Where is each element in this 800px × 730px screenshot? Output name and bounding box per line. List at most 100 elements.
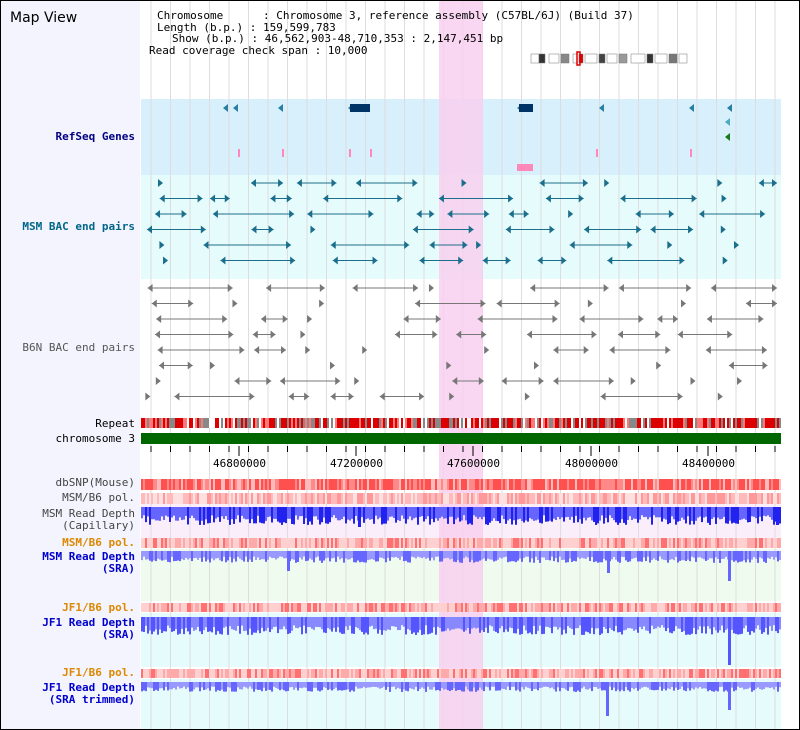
jf1-sra-depth [415,617,417,635]
jf1-sra-depth [149,617,151,631]
msm-sra-depth [643,551,645,558]
repeat-segment [471,418,473,428]
jf1-trim-depth [437,682,439,690]
msm-cap-depth [627,507,629,520]
track-label-jf1-pol-2[interactable]: JF1/B6 pol. [62,666,135,679]
repeat-segment [487,418,489,428]
msm-cap-depth [335,507,337,519]
jf1-pol-cell [205,603,207,612]
track-label-msm-pol-1[interactable]: MSM/B6 pol. [62,491,135,504]
msm-pol-cell [391,493,393,504]
msm-bac-end [429,241,435,249]
msm-sra-depth [463,551,465,559]
jf1-sra-depth [647,617,649,631]
track-label-b6n-bac[interactable]: B6N BAC end pairs [22,341,135,354]
jf1-pol-cell [507,603,509,612]
jf1-pol2-cell [439,669,441,678]
track-label-msm-depth-capillary[interactable]: MSM Read Depth (Capillary) [42,507,135,532]
msm-pol-cell [313,493,315,504]
dbsnp-cell [595,479,597,490]
jf1-trim-depth-spike [606,682,609,716]
msm-cap-depth [575,507,577,516]
msm-sra-depth [347,551,349,560]
dbsnp-cell [221,479,223,490]
jf1-pol2-cell [315,669,317,678]
msm-pol-cell [639,493,641,504]
msm-pol2-cell [467,538,469,548]
msm-cap-depth [339,507,341,521]
jf1-sra-depth [361,617,363,632]
repeat-segment [533,418,535,428]
msm-pol-cell [275,493,277,504]
msm-pol-cell [537,493,539,504]
jf1-pol2-cell [375,669,377,678]
track-label-jf1-depth-trimmed[interactable]: JF1 Read Depth (SRA trimmed) [42,681,135,706]
track-label-refseq[interactable]: RefSeq Genes [55,130,135,143]
jf1-trim-depth [633,682,635,690]
msm-cap-depth [239,507,241,523]
repeat-segment [385,418,387,428]
repeat-segment [469,418,471,428]
msm-cap-depth [755,507,757,519]
msm-pol-cell [203,493,205,504]
msm-sra-depth [331,551,333,559]
jf1-sra-depth [165,617,167,632]
msm-sra-depth [397,551,399,559]
repeat-segment [655,418,657,428]
repeat-segment [765,418,767,428]
jf1-sra-depth [575,617,577,629]
msm-sra-depth [499,551,501,558]
jf1-pol-cell [437,603,439,612]
jf1-trim-depth [149,682,151,688]
track-label-msm-pol-2[interactable]: MSM/B6 pol. [62,536,135,549]
jf1-trim-depth [483,682,485,692]
msm-cap-depth [521,507,523,522]
repeat-segment [759,418,761,428]
repeat-segment [367,418,369,428]
dbsnp-cell [311,479,313,490]
jf1-pol-cell [641,603,643,612]
dbsnp-cell [765,479,767,490]
msm-pol2-cell [693,538,695,548]
track-label-jf1-pol-1[interactable]: JF1/B6 pol. [62,601,135,614]
jf1-sra-depth [627,617,629,629]
track-label-dbsnp[interactable]: dbSNP(Mouse) [55,476,135,489]
msm-pol2-cell [257,538,259,548]
jf1-pol-cell [279,603,281,612]
jf1-sra-depth [677,617,679,629]
jf1-pol-cell [505,603,507,612]
track-label-repeat[interactable]: Repeat [95,417,135,430]
jf1-pol-cell [491,603,493,612]
jf1-trim-depth [173,682,175,688]
track-label-jf1-depth-sra[interactable]: JF1 Read Depth (SRA) [42,616,135,641]
msm-pol2-cell [419,538,421,548]
jf1-pol-cell [531,603,533,612]
jf1-trim-depth [389,682,391,692]
repeat-segment [243,418,245,428]
dbsnp-cell [733,479,735,490]
jf1-pol-cell [453,603,455,612]
msm-pol2-cell [339,538,341,548]
repeat-segment [757,418,759,428]
track-label-chromosome[interactable]: chromosome 3 [55,432,135,445]
msm-cap-depth [345,507,347,524]
msm-sra-depth [739,551,741,562]
msm-pol-cell [625,493,627,504]
msm-sra-depth [215,551,217,559]
track-label-msm-bac[interactable]: MSM BAC end pairs [22,220,135,233]
b6n-bac-end [222,315,228,323]
repeat-segment [387,418,389,428]
jf1-trim-depth [357,682,359,689]
msm-cap-depth [743,507,745,519]
jf1-pol-cell [775,603,777,612]
jf1-pol-cell [147,603,149,612]
repeat-segment [465,418,467,428]
repeat-segment [303,418,305,428]
track-label-msm-depth-sra[interactable]: MSM Read Depth (SRA) [42,550,135,575]
jf1-pol2-cell [735,669,737,678]
msm-cap-depth [401,507,403,516]
jf1-trim-depth [455,682,457,691]
msm-pol-cell [631,493,633,504]
dbsnp-cell [449,479,451,490]
